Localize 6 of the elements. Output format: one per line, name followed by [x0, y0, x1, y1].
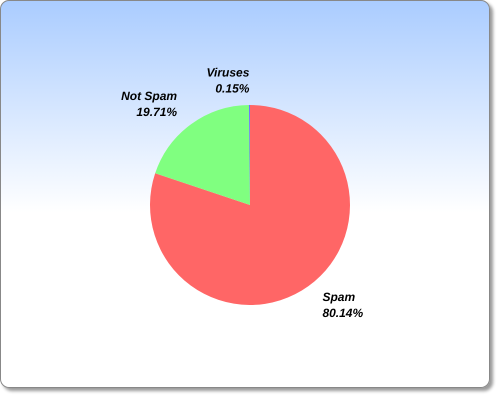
data-label: 19.71% — [136, 105, 178, 120]
slice-label: Spam — [322, 290, 356, 304]
slice-label: Not Spam — [121, 89, 178, 104]
data-label: 0.15% — [215, 81, 250, 96]
slice-label: Viruses — [206, 65, 250, 80]
data-label: 80.14% — [322, 306, 364, 320]
